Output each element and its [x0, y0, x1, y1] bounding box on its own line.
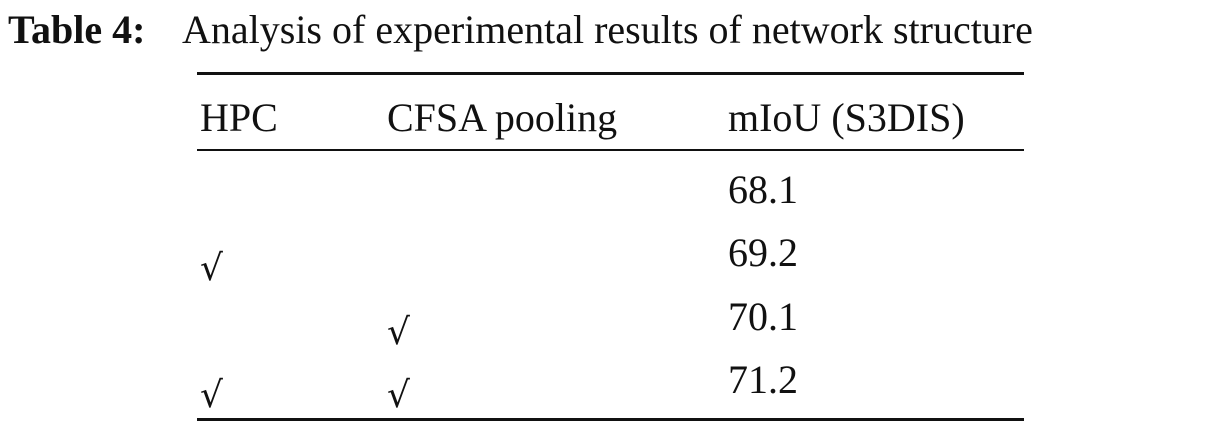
bottom-rule [197, 418, 1024, 421]
check-cell: √ [387, 312, 410, 353]
value-cell: 69.2 [728, 230, 798, 275]
value-cell: 71.2 [728, 357, 798, 402]
value-cell: 68.1 [728, 167, 798, 212]
mid-rule [197, 149, 1024, 151]
value-cell: 70.1 [728, 294, 798, 339]
caption-text: Analysis of experimental results of netw… [182, 7, 1033, 52]
header-cell: CFSA pooling [387, 95, 618, 140]
check-cell: √ [387, 375, 410, 416]
check-cell: √ [200, 375, 223, 416]
top-rule [197, 72, 1024, 75]
header-cell: HPC [200, 95, 278, 140]
check-cell: √ [200, 248, 223, 289]
header-cell: mIoU (S3DIS) [728, 95, 965, 140]
caption-label: Table 4: [8, 7, 146, 52]
